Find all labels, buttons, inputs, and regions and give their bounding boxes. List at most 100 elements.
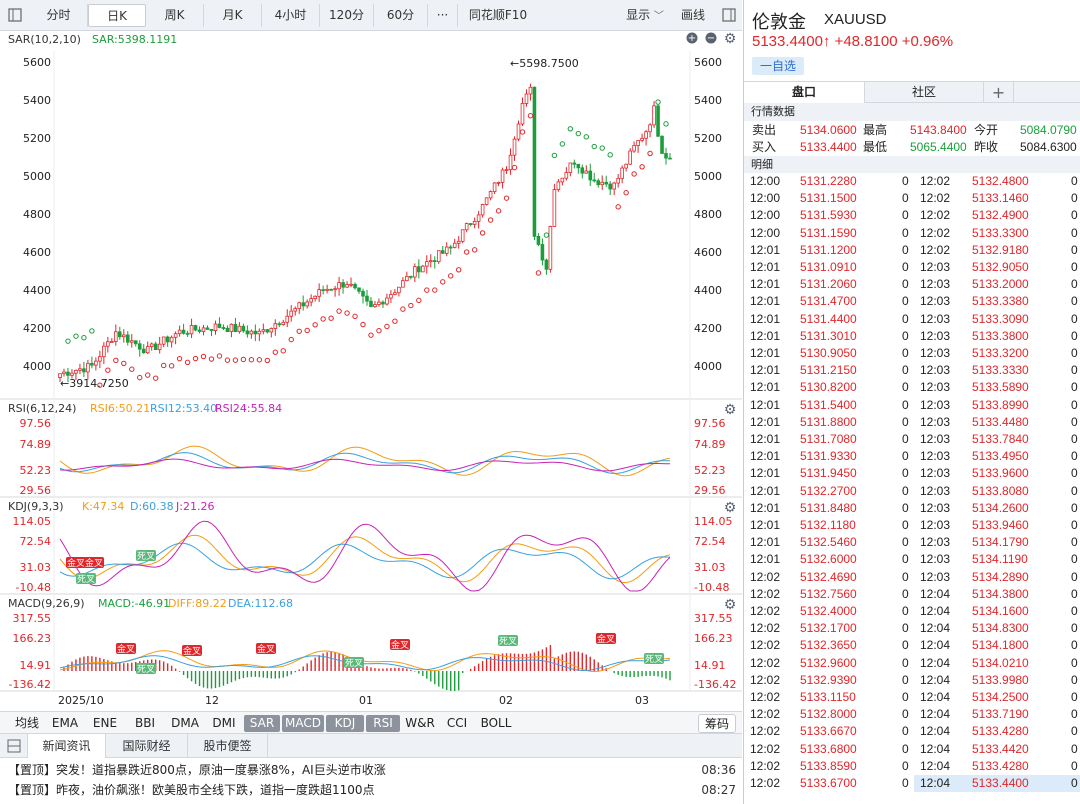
tick-price: 5133.4400: [972, 776, 1029, 790]
tick-volume: 0: [1071, 294, 1078, 309]
y-tick-label: 72.54: [20, 535, 52, 548]
candle: [564, 172, 569, 179]
tick-price: 5134.1190: [972, 552, 1028, 567]
y-tick-label-right: 5400: [694, 94, 722, 107]
draw-line-button[interactable]: 画线: [680, 8, 705, 22]
indicator-tab-sar[interactable]: SAR: [244, 715, 280, 732]
f10-button[interactable]: 同花顺F10: [468, 8, 528, 22]
tick-time: 12:01: [750, 277, 781, 292]
candle: [285, 315, 290, 323]
candle: [552, 189, 557, 227]
candle: [173, 333, 178, 338]
tick-time: 12:01: [750, 552, 781, 567]
tick-volume: 0: [902, 621, 909, 636]
indicator-tab-kdj[interactable]: KDJ: [326, 715, 364, 732]
indicator-tab-macd[interactable]: MACD: [282, 715, 324, 732]
tick-volume: 0: [1071, 208, 1078, 223]
expand-icon[interactable]: [8, 8, 22, 22]
period-tab-4h[interactable]: 4小时: [262, 4, 320, 27]
indicator-tab-rsi[interactable]: RSI: [366, 715, 400, 732]
tick-time: 12:02: [750, 776, 781, 790]
indicator-tab-boll[interactable]: BOLL: [480, 716, 512, 730]
candle: [265, 329, 270, 333]
tick-row: 12:01 5131.4400 0 12:03 5133.3090 0: [744, 311, 1080, 328]
indicator-tab-dmi[interactable]: DMI: [212, 716, 236, 730]
indicator-tab-ene[interactable]: ENE: [92, 716, 118, 730]
panel-toggle-icon[interactable]: [722, 8, 736, 22]
candle: [648, 124, 652, 133]
add-tab-button[interactable]: +: [984, 82, 1014, 103]
news-tab-bar: 新闻资讯 国际财经 股市便签: [0, 734, 742, 758]
candle: [145, 346, 150, 354]
sar-dot: [137, 374, 143, 381]
period-tab-intraday[interactable]: 分时: [30, 4, 88, 27]
candle: [636, 140, 640, 146]
candle: [548, 226, 553, 270]
tick-volume: 0: [902, 707, 909, 722]
y-tick-label-right: 5200: [694, 132, 722, 145]
news-item[interactable]: 【置顶】突发！道指暴跌近800点，原油一度暴涨8%，AI巨头逆市收涨 08:36: [0, 760, 742, 780]
period-tab-weekly[interactable]: 周K: [146, 4, 204, 27]
candle: [261, 329, 266, 332]
tab-stock-notes[interactable]: 股市便签: [188, 734, 268, 758]
candle: [277, 323, 282, 326]
tick-volume: 0: [902, 346, 909, 360]
more-periods-button[interactable]: ···: [428, 4, 458, 27]
sar-dot: [448, 273, 454, 279]
candle: [181, 329, 186, 334]
tab-news[interactable]: 新闻资讯: [28, 734, 106, 758]
news-item[interactable]: 【置顶】昨夜，油价飙涨！欧美股市全线下跌，道指一度跌超1100点 08:27: [0, 780, 742, 800]
sar-dot: [392, 318, 398, 324]
indicator-tab-[interactable]: 均线: [14, 716, 39, 730]
sar-dot: [623, 190, 629, 196]
sar-dot: [168, 363, 175, 369]
tick-price: 5132.7560: [800, 586, 857, 601]
tick-row: 12:02 5132.3650 0 12:04 5134.1800 0: [744, 637, 1080, 654]
chips-button[interactable]: 筹码: [698, 714, 736, 733]
gear-icon[interactable]: ⚙: [724, 31, 737, 47]
display-dropdown[interactable]: 显示 ﹀: [616, 4, 674, 27]
macd-gear-icon[interactable]: ⚙: [724, 597, 737, 613]
panel-controls[interactable]: + − ⚙: [686, 31, 737, 47]
period-tab-120m[interactable]: 120分: [320, 4, 374, 27]
candle: [484, 197, 489, 205]
minus-circle-icon[interactable]: [705, 32, 717, 44]
watchlist-button[interactable]: 一自选: [752, 57, 804, 75]
kline-chart[interactable]: SAR(10,2,10) SAR:5398.1191 5600 5600 5400 5…: [0, 31, 742, 711]
candle: [269, 328, 274, 333]
tab-intl-finance[interactable]: 国际财经: [106, 734, 188, 758]
tick-row: 12:01 5132.2700 0 12:03 5133.8080 0: [744, 483, 1080, 500]
sar-dot: [639, 164, 645, 170]
sar-dot: [519, 129, 526, 135]
candle: [644, 131, 648, 139]
indicator-tab-bbi[interactable]: BBI: [134, 716, 155, 730]
indicator-tab-dma[interactable]: DMA: [171, 716, 199, 730]
period-tab-daily[interactable]: 日K: [88, 4, 146, 27]
tick-volume: 0: [1071, 414, 1078, 429]
indicator-tab-wr[interactable]: W&R: [405, 716, 435, 730]
section-market-data: 行情数据: [744, 103, 1080, 121]
candle: [281, 321, 286, 325]
tick-list[interactable]: 12:00 5131.2280 0 12:02 5132.4800 0 12:00 5131.…: [744, 173, 1080, 793]
indicator-tab-ema[interactable]: EMA: [51, 716, 79, 730]
y-tick-label: 29.56: [20, 484, 52, 497]
sar-dot: [575, 130, 582, 137]
add-circle-icon[interactable]: [686, 32, 698, 44]
candle: [106, 341, 110, 347]
tick-price: 5131.3010: [800, 328, 857, 343]
period-tab-60m[interactable]: 60分: [374, 4, 428, 27]
tick-price: 5131.1200: [800, 242, 857, 257]
tick-row: 12:01 5131.1200 0 12:02 5132.9180 0: [744, 242, 1080, 259]
tab-community[interactable]: 社区: [864, 82, 984, 103]
indicator-tab-cci[interactable]: CCI: [446, 716, 468, 730]
tick-time: 12:01: [750, 328, 781, 343]
tick-price: 5134.0210: [972, 655, 1029, 670]
rsi-gear-icon[interactable]: ⚙: [724, 402, 737, 418]
collapse-icon[interactable]: [0, 734, 28, 758]
candle: [401, 280, 405, 288]
tab-orderbook[interactable]: 盘口: [744, 82, 864, 103]
period-tab-monthly[interactable]: 月K: [204, 4, 262, 27]
tick-price: 5131.8480: [800, 500, 857, 515]
kdj-gear-icon[interactable]: ⚙: [724, 500, 737, 516]
quote-row-buy: 买入 5133.4400 最低 5065.4400 昨收 5084.6300: [744, 139, 1080, 156]
